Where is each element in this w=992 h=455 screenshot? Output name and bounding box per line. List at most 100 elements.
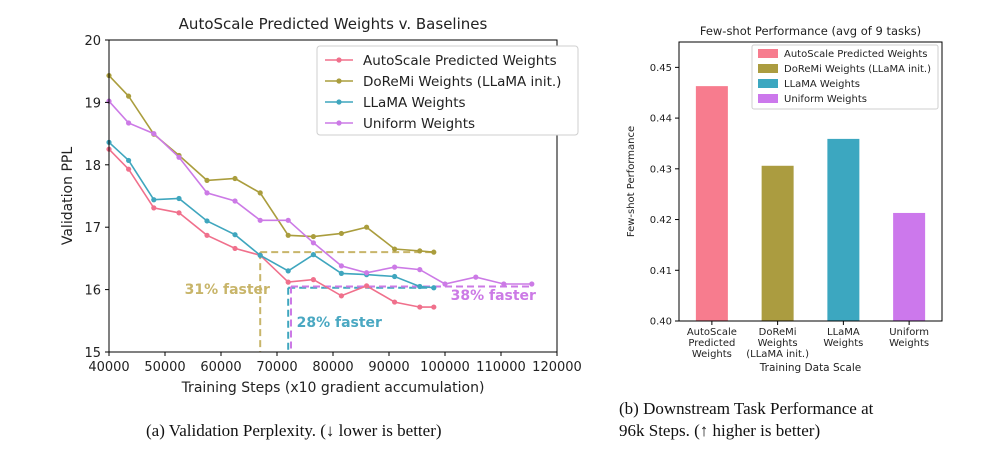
data-point (204, 177, 210, 183)
bar-chart: Few-shot Performance (avg of 9 tasks) Aut… (626, 24, 943, 374)
x-tick-label: Uniform (889, 327, 929, 338)
bar (761, 165, 794, 321)
y-tick-label: 0.44 (650, 114, 672, 125)
annotation-label: 38% faster (451, 288, 536, 304)
legend-box (751, 44, 939, 110)
data-point (176, 210, 182, 216)
x-tick-label: LLaMA (827, 327, 860, 338)
series-line (108, 141, 434, 289)
legend-swatch (758, 64, 778, 73)
x-tick-label: Weights (889, 338, 929, 349)
annotation-label: 31% faster (185, 282, 270, 298)
x-tick-label: 80000 (312, 360, 353, 375)
data-point (151, 131, 157, 137)
bar-chart-title: Few-shot Performance (avg of 9 tasks) (700, 24, 921, 38)
legend-label: AutoScale Predicted Weights (363, 53, 557, 69)
y-tick-label: 15 (84, 346, 101, 361)
data-point (257, 252, 263, 258)
data-point (392, 264, 398, 270)
caption-right-line2: 96k Steps. (↑ higher is better) (619, 421, 821, 440)
data-point (338, 270, 344, 276)
x-tick-label: 110000 (476, 360, 526, 375)
legend-label: LLaMA Weights (363, 95, 466, 111)
y-tick-label: 16 (84, 284, 101, 299)
y-tick-label: 0.42 (650, 215, 672, 226)
data-point (431, 285, 437, 291)
data-point (338, 293, 344, 299)
line-chart-legend: AutoScale Predicted Weights DoReMi Weight… (316, 45, 579, 136)
data-point (310, 233, 316, 240)
data-point (126, 120, 132, 126)
caption-left: (a) Validation Perplexity. (↓ lower is b… (146, 421, 442, 440)
x-axis-label: Training Steps (x10 gradient accumulatio… (181, 380, 485, 396)
data-point (473, 274, 479, 280)
data-point (204, 232, 210, 238)
data-point (338, 263, 344, 269)
data-point (364, 270, 370, 276)
data-point (364, 224, 370, 230)
data-point (417, 304, 423, 310)
caption-right-line1: (b) Downstream Task Performance at (619, 399, 874, 418)
legend-swatch-marker (336, 78, 342, 84)
data-point (126, 166, 132, 172)
data-point (501, 281, 507, 287)
legend-label: DoReMi Weights (LLaMA init.) (363, 74, 561, 90)
bar (827, 138, 860, 321)
data-point (232, 175, 238, 182)
y-tick-label: 0.41 (650, 266, 672, 277)
data-point (232, 245, 238, 252)
y-tick-label: 19 (84, 96, 101, 111)
x-tick-label: 120000 (532, 360, 582, 375)
x-tick-label: 60000 (200, 360, 241, 375)
legend-label: Uniform Weights (363, 116, 475, 132)
line-chart: AutoScale Predicted Weights v. Baselines… (60, 15, 582, 396)
data-point (310, 240, 316, 246)
legend-swatch (758, 79, 778, 88)
y-tick-label: 0.40 (650, 317, 672, 328)
series-line (108, 148, 434, 308)
y-axis-label: Validation PPL (60, 147, 76, 245)
data-point (310, 252, 316, 258)
legend-swatch (758, 94, 778, 103)
data-point (285, 232, 291, 238)
data-point (257, 190, 263, 196)
data-point (310, 277, 316, 283)
data-point (232, 198, 238, 204)
y-tick-label: 20 (84, 34, 101, 49)
data-point (338, 230, 344, 237)
y-tick-label: 0.43 (650, 164, 672, 175)
x-axis-label: Training Data Scale (759, 362, 861, 374)
legend-label: Uniform Weights (784, 94, 867, 105)
data-point (176, 154, 182, 160)
x-tick-label: 40000 (88, 360, 129, 375)
bar-chart-frame (678, 41, 943, 322)
line-chart-title: AutoScale Predicted Weights v. Baselines (179, 15, 488, 33)
bar (695, 86, 728, 322)
data-point (431, 304, 437, 310)
data-point (204, 190, 210, 196)
x-tick-label: Weights (758, 338, 798, 349)
data-point (392, 273, 398, 280)
data-point (285, 217, 291, 223)
data-point (285, 268, 291, 274)
legend-swatch (758, 49, 778, 58)
data-point (392, 246, 398, 252)
x-tick-label: 70000 (256, 360, 297, 375)
x-tick-label: Weights (823, 338, 863, 349)
data-point (529, 281, 535, 287)
data-point (364, 283, 370, 289)
data-point (151, 197, 157, 203)
x-tick-label: (LLaMA init.) (746, 349, 809, 360)
data-point (417, 267, 423, 273)
data-point (285, 279, 291, 285)
data-point (126, 157, 132, 164)
y-tick-label: 0.45 (650, 63, 672, 74)
legend-swatch-marker (336, 120, 342, 126)
y-axis-label: Few-shot Performance (626, 126, 637, 237)
legend-swatch-marker (336, 57, 342, 63)
data-point (151, 205, 157, 211)
x-tick-label: DoReMi (759, 327, 797, 338)
data-point (257, 217, 263, 223)
x-tick-label: Weights (692, 349, 732, 360)
